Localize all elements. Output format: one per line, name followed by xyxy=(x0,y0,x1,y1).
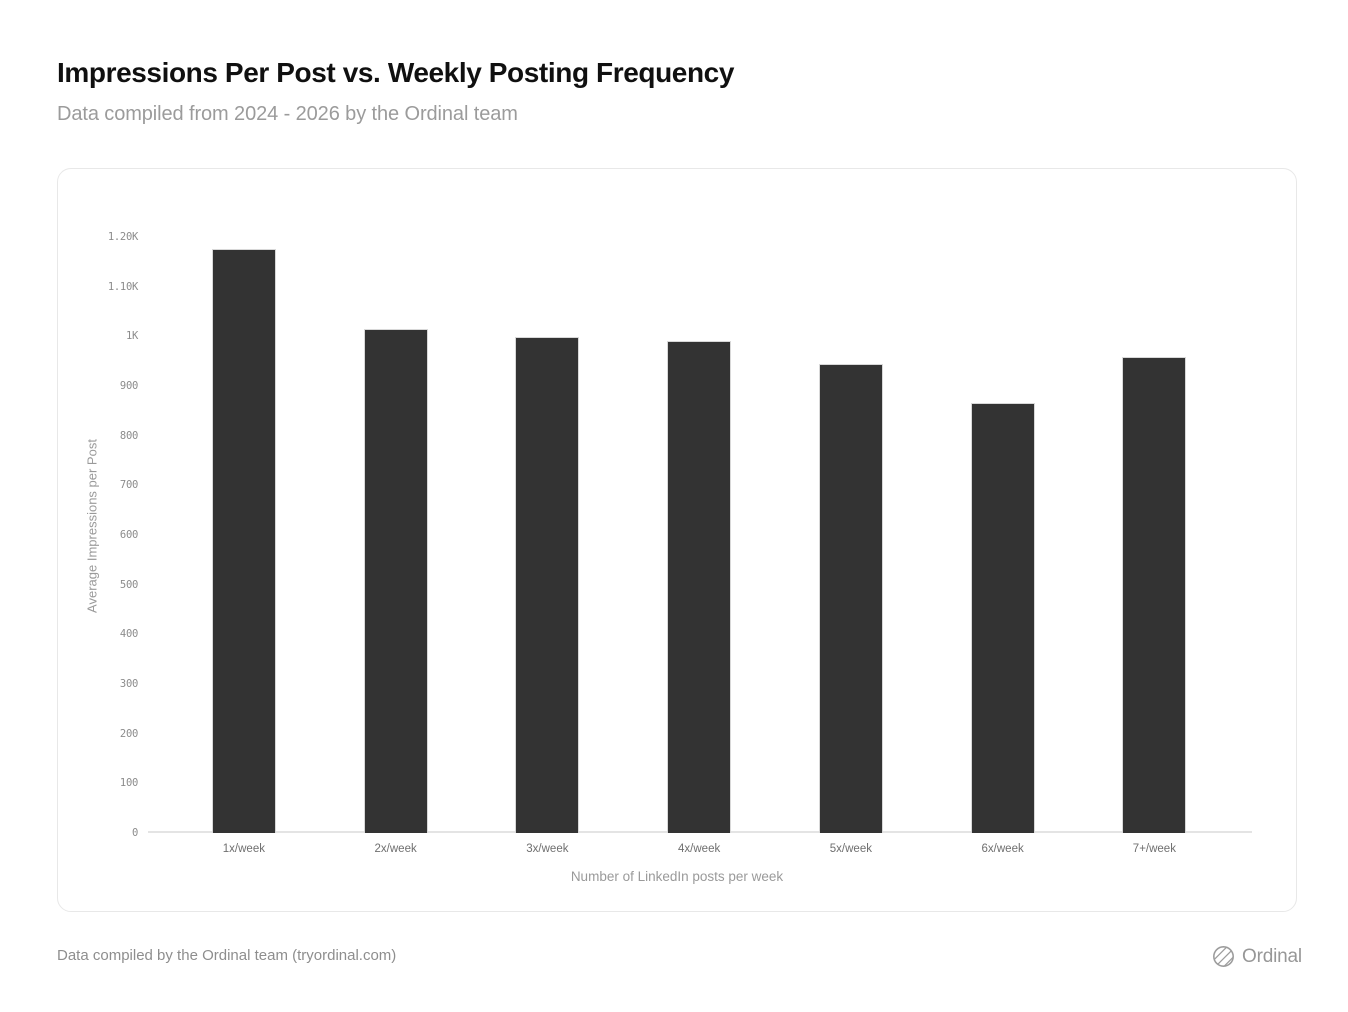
bar-5x/week xyxy=(818,364,883,833)
y-tick-label: 700 xyxy=(119,479,138,492)
y-tick-label: 300 xyxy=(119,678,138,690)
bar-2x/week xyxy=(363,329,428,833)
x-tick-label: 4x/week xyxy=(678,843,721,855)
y-tick-label: 1.20K xyxy=(107,231,138,243)
brand-name: Ordinal xyxy=(1242,945,1302,967)
y-tick-label: 0 xyxy=(131,827,138,839)
hatched-sphere-icon xyxy=(1211,944,1236,969)
chart-header: Impressions Per Post vs. Weekly Posting … xyxy=(57,56,734,126)
bar-7+/week xyxy=(1122,357,1187,833)
brand-logo: Ordinal xyxy=(1211,944,1302,969)
y-tick-label: 500 xyxy=(119,578,138,591)
chart-card: Average Impressions per Post Number of L… xyxy=(57,168,1297,912)
footer-credit: Data compiled by the Ordinal team (tryor… xyxy=(57,947,397,964)
y-tick-label: 900 xyxy=(119,380,138,392)
bar-chart-plot: Average Impressions per Post Number of L… xyxy=(58,169,1296,911)
y-tick-label: 600 xyxy=(119,529,138,541)
bar-3x/week xyxy=(515,337,580,833)
y-tick-label: 1.10K xyxy=(107,280,138,293)
bar-4x/week xyxy=(667,341,732,833)
page-title: Impressions Per Post vs. Weekly Posting … xyxy=(57,57,735,88)
bar-1x/week xyxy=(211,249,276,833)
page-subtitle: Data compiled from 2024 - 2026 by the Or… xyxy=(57,103,518,125)
x-tick-label: 6x/week xyxy=(981,843,1024,855)
x-tick-label: 7+/week xyxy=(1132,843,1176,855)
y-tick-label: 400 xyxy=(119,628,138,641)
y-tick-label: 800 xyxy=(119,429,138,442)
x-tick-label: 1x/week xyxy=(222,843,265,855)
y-tick-label: 200 xyxy=(119,727,138,740)
y-tick-label: 100 xyxy=(119,777,138,790)
x-tick-label: 3x/week xyxy=(526,843,569,855)
x-tick-label: 5x/week xyxy=(829,843,872,855)
x-tick-label: 2x/week xyxy=(374,843,417,855)
x-axis-title: Number of LinkedIn posts per week xyxy=(570,869,784,884)
bar-6x/week xyxy=(970,403,1035,833)
y-tick-label: 1K xyxy=(125,330,138,343)
